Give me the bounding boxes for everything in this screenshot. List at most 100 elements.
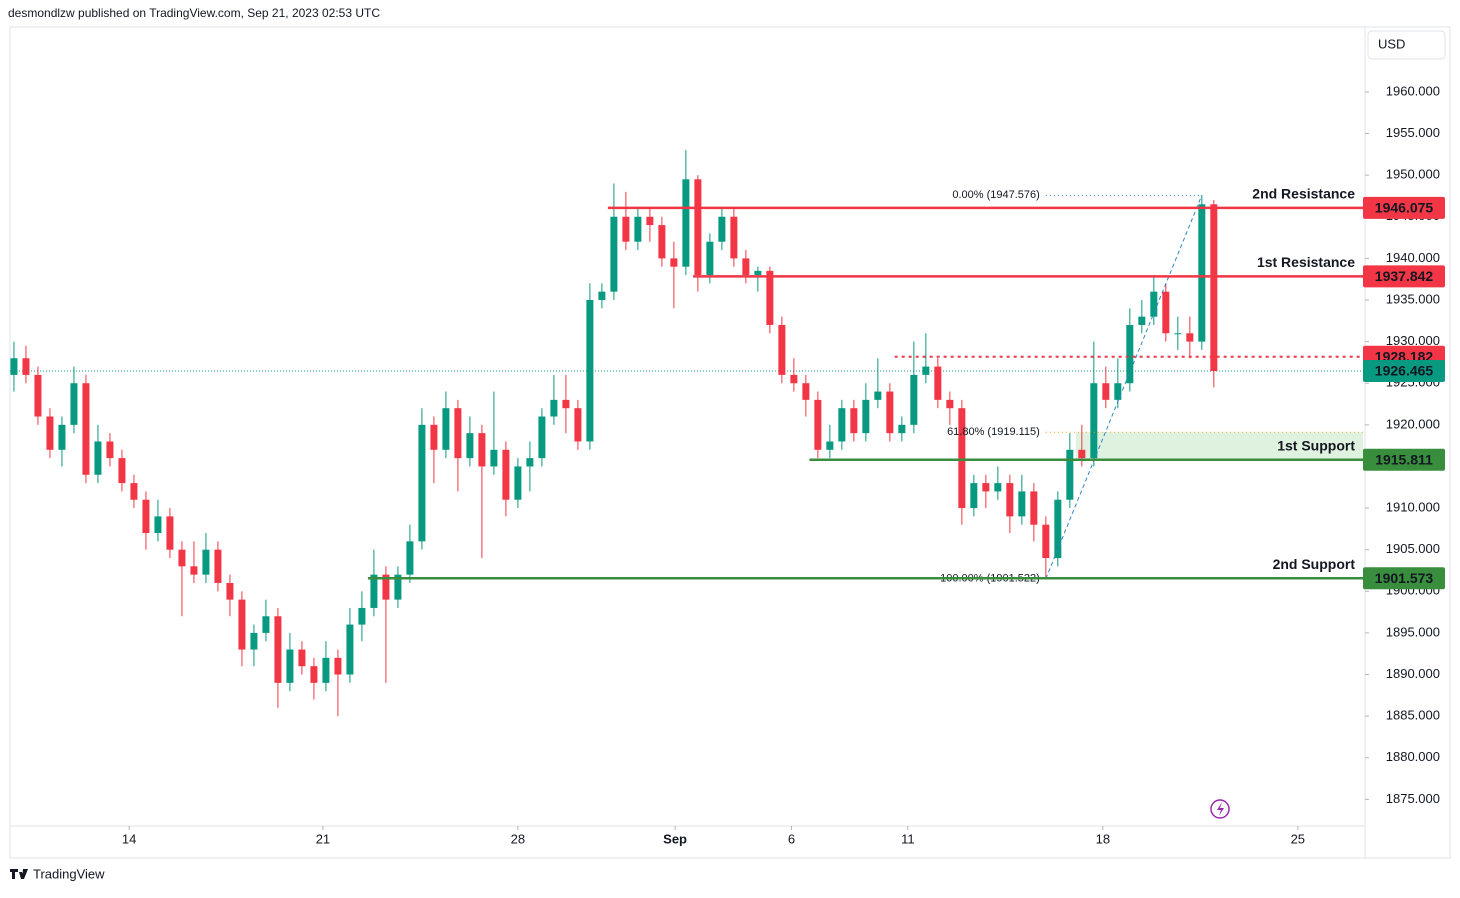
candle-body	[202, 549, 210, 575]
y-tick-label: 1935.000	[1386, 291, 1440, 306]
candle-body	[70, 383, 78, 425]
price-tag-label: 1901.573	[1375, 570, 1434, 586]
candle-body	[46, 416, 54, 450]
event-bolt	[1217, 802, 1224, 816]
candle-body	[238, 599, 246, 650]
candle-body	[118, 458, 126, 484]
y-tick-label: 1880.000	[1386, 749, 1440, 764]
candle-body	[1186, 333, 1194, 342]
candle-body	[898, 424, 906, 434]
candle-body	[814, 399, 822, 450]
currency[interactable]: USD	[1378, 36, 1405, 51]
candle-body	[442, 408, 450, 450]
y-tick-label: 1885.000	[1386, 708, 1440, 723]
level-name: 2nd Support	[1273, 556, 1356, 572]
candle-body	[322, 657, 330, 683]
candle-body	[694, 179, 702, 276]
support-zone	[1075, 432, 1363, 460]
candle-body	[658, 225, 666, 259]
candle-body	[886, 391, 894, 434]
level-name: 2nd Resistance	[1252, 186, 1355, 202]
candle-body	[94, 441, 102, 475]
candle-body	[346, 624, 354, 675]
candle-body	[766, 270, 774, 325]
candle-body	[778, 324, 786, 375]
candle-body	[262, 616, 270, 633]
publisher: desmondlzw published on TradingView.com,…	[8, 6, 380, 20]
candle-body	[586, 299, 594, 442]
candle-body	[874, 391, 882, 400]
candle-body	[178, 549, 186, 567]
candle-body	[106, 441, 114, 459]
candle-body	[970, 483, 978, 509]
candle-body	[166, 516, 174, 550]
candle-body	[1078, 449, 1086, 459]
candle-body	[478, 433, 486, 467]
y-tick-label: 1875.000	[1386, 791, 1440, 806]
candle-body	[622, 216, 630, 242]
currency-box[interactable]	[1367, 30, 1446, 60]
x-tick-label: Sep	[663, 831, 687, 846]
candle-body	[1126, 324, 1134, 384]
candle-body	[718, 216, 726, 242]
x-tick-label: 25	[1291, 831, 1305, 846]
fib-label: 0.00% (1947.576)	[952, 189, 1039, 201]
candle-body	[286, 649, 294, 683]
candle-body	[1054, 499, 1062, 559]
candle-body	[574, 408, 582, 442]
price-tag	[1363, 196, 1445, 219]
candle-body	[454, 408, 462, 459]
candle-body	[562, 399, 570, 409]
candle-body	[706, 241, 714, 276]
candle-body	[394, 574, 402, 600]
candle-body	[430, 424, 438, 450]
event-icon[interactable]	[1210, 799, 1230, 819]
brand-logo	[10, 869, 28, 879]
candle-body	[958, 408, 966, 509]
candle-body	[1030, 491, 1038, 525]
candle-body	[802, 383, 810, 400]
y-tick-label: 1920.000	[1386, 416, 1440, 431]
x-tick-label: 11	[901, 831, 915, 846]
candle-body	[838, 408, 846, 442]
candle-body	[298, 649, 306, 667]
price-tag-label: 1937.842	[1375, 268, 1434, 284]
candle-body	[610, 216, 618, 292]
candle-body	[754, 270, 762, 276]
candle-body	[154, 516, 162, 534]
candle-body	[910, 374, 918, 425]
y-tick-label: 1905.000	[1386, 541, 1440, 556]
candle-body	[490, 449, 498, 467]
candle-body	[1114, 383, 1122, 400]
candle-body	[1066, 449, 1074, 500]
x-tick-label: 6	[788, 831, 795, 846]
x-tick-label: 18	[1096, 831, 1110, 846]
price-tag-label: 1926.465	[1375, 363, 1434, 379]
x-tick-label: 21	[316, 831, 330, 846]
candle-body	[598, 291, 606, 300]
price-tag-label: 1915.811	[1375, 451, 1433, 467]
candle-body	[742, 258, 750, 276]
candle-body	[1198, 204, 1206, 342]
price-tag	[1363, 360, 1445, 383]
candle-body	[214, 549, 222, 583]
candle-body	[142, 499, 150, 534]
candle-body	[310, 666, 318, 683]
candle-body	[82, 383, 90, 475]
candle-body	[850, 408, 858, 434]
candle-body	[682, 179, 690, 267]
y-tick-label: 1955.000	[1386, 125, 1440, 140]
candle-body	[538, 416, 546, 459]
candle-body	[226, 582, 234, 600]
candle-body	[358, 607, 366, 625]
candle-body	[1042, 524, 1050, 559]
price-tag	[1363, 567, 1445, 590]
y-tick-label: 1930.000	[1386, 333, 1440, 348]
y-tick-label: 1960.000	[1386, 83, 1440, 98]
candle-body	[922, 366, 930, 375]
candle-body	[334, 657, 342, 675]
candle-body	[10, 358, 18, 375]
candle-body	[382, 574, 390, 600]
